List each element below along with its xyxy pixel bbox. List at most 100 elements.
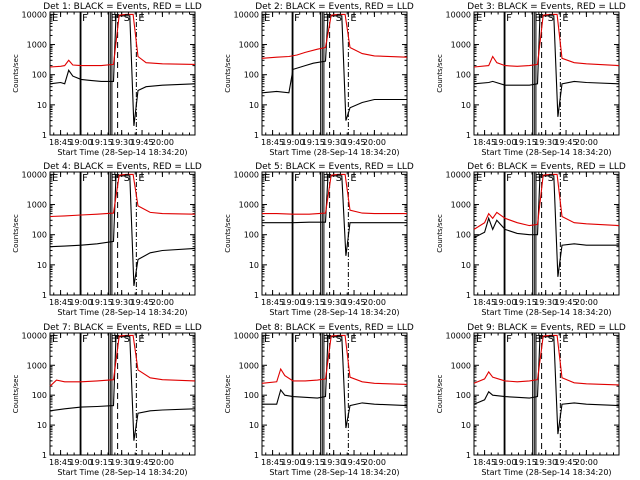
y-tick-label: 1 — [42, 131, 47, 140]
y-axis-label: Counts/sec — [224, 375, 232, 414]
y-tick-label: 10000 — [234, 10, 259, 19]
event-marker: S — [124, 173, 130, 184]
x-tick-label: 20:00 — [151, 458, 174, 467]
event-marker: F — [506, 13, 512, 24]
event-marker: E — [264, 13, 270, 24]
lld-series-line — [261, 13, 408, 59]
x-tick-label: 19:15 — [302, 458, 325, 467]
plot-title: Det 9: BLACK = Events, RED = LLD — [467, 323, 626, 333]
event-marker: F — [326, 13, 332, 24]
x-tick-label: 19:45 — [555, 458, 578, 467]
y-tick-label: 1 — [466, 291, 471, 300]
event-marker: S — [336, 173, 342, 184]
x-tick-label: 19:15 — [514, 138, 537, 147]
x-axis-label: Start Time (28-Sep-14 18:34:20) — [269, 148, 399, 157]
events-series-line — [262, 336, 408, 429]
x-tick-label: 19:30 — [322, 458, 345, 467]
x-tick-label: 19:15 — [514, 298, 537, 307]
event-marker: E — [562, 334, 568, 345]
event-marker: E — [535, 173, 541, 184]
x-axis-label: Start Time (28-Sep-14 18:34:20) — [481, 148, 611, 157]
x-tick-label: 19:15 — [302, 298, 325, 307]
event-marker: E — [562, 13, 568, 24]
y-tick-label: 10 — [461, 261, 471, 270]
x-tick-label: 19:45 — [131, 138, 154, 147]
x-tick-label: 19:00 — [493, 138, 516, 147]
lld-series-line — [473, 173, 620, 230]
plot-frame — [49, 332, 196, 456]
y-tick-label: 1000 — [451, 41, 471, 50]
y-tick-label: 1 — [466, 451, 471, 460]
x-tick-label: 18:45 — [473, 298, 496, 307]
x-tick-label: 19:45 — [131, 458, 154, 467]
y-axis-label: Counts/sec — [224, 214, 232, 253]
x-tick-label: 18:45 — [49, 458, 72, 467]
x-tick-label: 19:00 — [281, 138, 304, 147]
x-tick-label: 19:00 — [69, 458, 92, 467]
plot-title: Det 4: BLACK = Events, RED = LLD — [43, 162, 202, 172]
plot-title: Det 3: BLACK = Events, RED = LLD — [467, 2, 626, 12]
plot-frame — [473, 171, 620, 296]
event-marker: F — [114, 173, 120, 184]
x-axis-label: Start Time (28-Sep-14 18:34:20) — [57, 308, 187, 317]
x-tick-label: 19:45 — [131, 298, 154, 307]
x-tick-label: 19:15 — [90, 458, 113, 467]
y-tick-label: 10000 — [22, 331, 47, 340]
x-tick-label: 19:15 — [90, 138, 113, 147]
x-axis-label: Start Time (28-Sep-14 18:34:20) — [481, 468, 611, 477]
event-marker: E — [52, 334, 58, 345]
x-tick-label: 20:00 — [151, 298, 174, 307]
event-marker: F — [114, 334, 120, 345]
event-marker: E — [52, 13, 58, 24]
x-axis-label: Start Time (28-Sep-14 18:34:20) — [57, 468, 187, 477]
lld-series-line — [49, 173, 196, 218]
y-tick-label: 10 — [249, 421, 259, 430]
x-tick-label: 19:15 — [302, 138, 325, 147]
event-marker: S — [548, 13, 554, 24]
x-tick-label: 19:30 — [322, 138, 345, 147]
y-tick-label: 1000 — [27, 201, 47, 210]
plot-frame — [261, 171, 408, 296]
y-tick-label: 1 — [42, 451, 47, 460]
y-tick-label: 1000 — [239, 201, 259, 210]
y-tick-label: 10 — [249, 101, 259, 110]
event-marker: F — [326, 173, 332, 184]
plot-frame — [261, 11, 408, 136]
x-tick-label: 20:00 — [363, 298, 386, 307]
event-marker: E — [323, 334, 329, 345]
event-marker: F — [538, 173, 544, 184]
y-axis-label: Counts/sec — [436, 54, 444, 93]
event-marker: E — [350, 173, 356, 184]
event-marker: S — [548, 334, 554, 345]
y-tick-label: 1 — [466, 131, 471, 140]
y-tick-label: 10000 — [22, 170, 47, 179]
event-marker: F — [294, 334, 300, 345]
x-tick-label: 18:45 — [49, 298, 72, 307]
event-marker: S — [124, 334, 130, 345]
event-marker: F — [326, 334, 332, 345]
detector-plot-3: Det 3: BLACK = Events, RED = LLD Counts/s… — [436, 2, 626, 157]
y-tick-label: 10000 — [22, 10, 47, 19]
x-tick-label: 20:00 — [363, 458, 386, 467]
x-tick-label: 19:15 — [90, 298, 113, 307]
x-tick-label: 19:45 — [343, 138, 366, 147]
y-axis-label: Counts/sec — [436, 375, 444, 414]
y-tick-label: 100 — [244, 391, 259, 400]
y-tick-label: 1000 — [239, 41, 259, 50]
lld-series-line — [473, 334, 620, 386]
event-marker: F — [114, 13, 120, 24]
x-tick-label: 19:00 — [281, 298, 304, 307]
x-tick-label: 18:45 — [261, 138, 284, 147]
event-marker: S — [124, 13, 130, 24]
y-tick-label: 1000 — [27, 361, 47, 370]
event-marker: E — [111, 13, 117, 24]
plot-frame — [473, 11, 620, 136]
event-marker: E — [535, 334, 541, 345]
x-tick-label: 19:30 — [534, 138, 557, 147]
plot-title: Det 6: BLACK = Events, RED = LLD — [467, 162, 626, 172]
y-tick-label: 1000 — [27, 41, 47, 50]
y-tick-label: 1000 — [451, 361, 471, 370]
y-tick-label: 10 — [37, 421, 47, 430]
detector-plot-1: Det 1: BLACK = Events, RED = LLD Counts/s… — [12, 2, 202, 157]
